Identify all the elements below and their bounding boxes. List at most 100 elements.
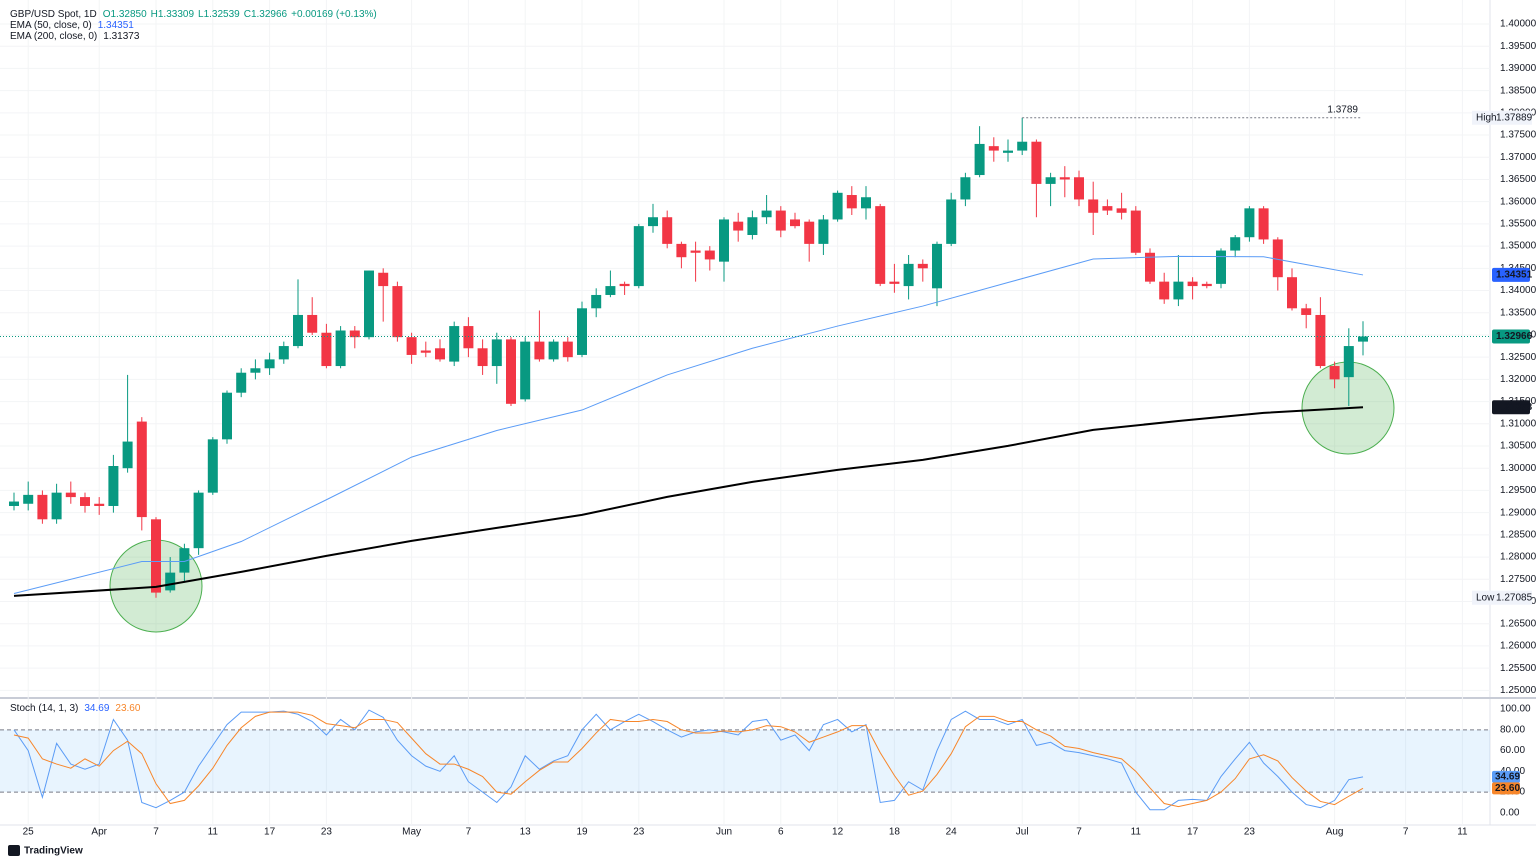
ema-value: 1.34351 <box>98 20 135 31</box>
candle-body <box>151 519 161 593</box>
logo-icon <box>8 845 20 856</box>
stoch-d-value: 23.60 <box>115 703 140 714</box>
candle-body <box>562 341 573 358</box>
candle-body <box>307 314 318 333</box>
candle-body <box>747 217 758 235</box>
x-tick-label: 18 <box>889 827 901 838</box>
candle-body <box>676 243 687 258</box>
legend-change: +0.00169 (+0.13%) <box>291 9 377 20</box>
candle-body <box>960 177 971 200</box>
candle-body <box>1216 250 1226 284</box>
candle-body <box>988 146 999 151</box>
candle-body <box>364 270 374 338</box>
y-tick-label: 1.37000 <box>1500 152 1536 163</box>
candle-body <box>463 326 474 349</box>
candle-body <box>1017 141 1028 151</box>
price-badge-label: 1.34351 <box>1496 270 1533 281</box>
stoch-badge-label: 23.60 <box>1495 783 1520 794</box>
candle-body <box>1329 366 1340 380</box>
legend-stoch: Stoch (14, 1, 3) 34.69 23.60 <box>10 703 141 714</box>
candle-body <box>278 346 289 360</box>
candle-body <box>37 494 48 520</box>
candle-body <box>591 294 602 309</box>
candle-body <box>1116 208 1127 213</box>
candle-body <box>889 281 900 284</box>
ema-value: 1.31373 <box>103 31 140 42</box>
candle-body <box>1258 208 1269 240</box>
x-tick-label: 7 <box>1076 827 1082 838</box>
y-tick-label: 1.30500 <box>1500 441 1536 452</box>
stoch-badge <box>1492 782 1520 795</box>
stoch-badge <box>1492 770 1520 783</box>
candle-body <box>534 341 545 360</box>
candle-body <box>335 330 346 367</box>
x-tick-label: 7 <box>1403 827 1409 838</box>
candle-body <box>1031 141 1042 184</box>
x-tick-label: 7 <box>153 827 159 838</box>
stoch-tick-label: 80.00 <box>1500 724 1525 735</box>
y-tick-label: 1.35000 <box>1500 241 1536 252</box>
candle-body <box>207 439 218 493</box>
candle-body <box>861 197 871 209</box>
stoch-tick-label: 60.00 <box>1500 745 1525 756</box>
stoch-line <box>13 711 1364 808</box>
candle-body <box>491 339 502 367</box>
y-tick-label: 1.31000 <box>1500 418 1536 429</box>
y-tick-label: 1.29500 <box>1500 485 1536 496</box>
y-tick-label: 1.38500 <box>1500 85 1536 96</box>
candle-body <box>520 341 531 400</box>
x-tick-label: 23 <box>1244 827 1256 838</box>
candle-body <box>932 243 942 289</box>
candle-body <box>506 339 516 404</box>
x-tick-label: 23 <box>633 827 645 838</box>
low-badge <box>1472 590 1532 605</box>
candle-body <box>65 492 76 498</box>
candle-body <box>1287 277 1297 309</box>
candle-body <box>392 286 403 338</box>
price-badge-label: 1.31373 <box>1496 402 1533 413</box>
y-tick-label: 1.34000 <box>1500 285 1536 296</box>
candle-body <box>1130 210 1141 253</box>
x-tick-label: Aug <box>1326 827 1344 838</box>
high-badge <box>1472 110 1532 125</box>
candle-body <box>1343 346 1354 378</box>
x-tick-label: 17 <box>264 827 276 838</box>
candle-body <box>790 219 800 227</box>
candle-body <box>349 330 360 338</box>
candle-body <box>1187 281 1198 287</box>
candle-body <box>846 195 857 209</box>
y-tick-label: 1.35500 <box>1500 219 1536 230</box>
candle-body <box>250 368 261 373</box>
low-name: Low <box>1476 592 1495 603</box>
candle-body <box>179 548 190 573</box>
y-tick-label: 1.39500 <box>1500 41 1536 52</box>
candle-body <box>1159 281 1170 300</box>
low-value: 1.27085 <box>1496 592 1533 603</box>
candle-body <box>775 210 786 231</box>
candle-body <box>321 332 332 367</box>
candle-body <box>9 501 19 506</box>
y-tick-label: 1.27500 <box>1500 574 1536 585</box>
stoch-name: Stoch (14, 1, 3) <box>10 703 78 714</box>
candle-body <box>1315 314 1326 367</box>
x-tick-label: 6 <box>778 827 784 838</box>
x-tick-label: 17 <box>1187 827 1199 838</box>
candle-body <box>1358 336 1368 342</box>
marks <box>0 117 1490 811</box>
y-tick-label: 1.32500 <box>1500 352 1536 363</box>
ema-line <box>13 255 1364 594</box>
y-tick-label: 1.36000 <box>1500 196 1536 207</box>
x-tick-label: 25 <box>23 827 35 838</box>
candle-body <box>420 350 431 353</box>
price-badge <box>1492 400 1530 415</box>
candle-body <box>1201 283 1212 287</box>
x-tick-label: 7 <box>466 827 472 838</box>
price-badge <box>1492 267 1530 282</box>
high-line-label: 1.3789 <box>1327 104 1358 115</box>
x-tick-label: May <box>402 827 421 838</box>
x-tick-label: Jun <box>716 827 732 838</box>
x-tick-label: 12 <box>832 827 844 838</box>
x-tick-label: 11 <box>1131 827 1142 838</box>
y-tick-label: 1.37500 <box>1500 130 1536 141</box>
